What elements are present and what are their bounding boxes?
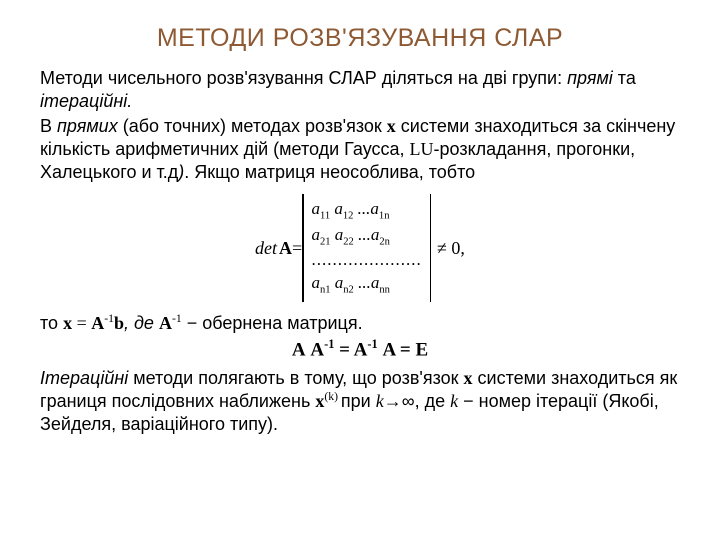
det-row: detA = a11 a12 ...a1n a21 a22 ...a2n ...… — [255, 194, 465, 302]
det-label: det — [255, 237, 277, 260]
eq-eq2: = — [395, 339, 415, 360]
p4-k2: k — [450, 391, 458, 411]
ms: 12 — [343, 211, 354, 222]
p3-x: x — [63, 313, 72, 333]
p3-d: − обернена матриця. — [182, 313, 363, 333]
m: a — [331, 273, 344, 292]
p2-a: В — [40, 116, 57, 136]
p1-iterative: ітераційні. — [40, 91, 132, 111]
eq-e: E — [415, 339, 428, 360]
p2-lu: LU — [410, 139, 434, 159]
eq-a1: A — [292, 339, 306, 360]
slide-body: Методи чисельного розв'язування СЛАР діл… — [40, 67, 680, 436]
ms: 2n — [379, 236, 390, 247]
det-neq: ≠ 0, — [437, 237, 465, 260]
p3-ainv: A — [91, 313, 104, 333]
m: a — [330, 199, 343, 218]
p2-c: (або точних) методах розв'язок — [118, 116, 387, 136]
p1-direct: прямі — [567, 68, 613, 88]
p4-supk: (k) — [324, 390, 341, 403]
eq-a4: A — [382, 339, 395, 360]
p3-a: то — [40, 313, 63, 333]
det-matrix: a11 a12 ...a1n a21 a22 ...a2n ..........… — [304, 194, 430, 302]
p2-x: x — [387, 116, 396, 136]
p3-c: , де — [124, 313, 159, 333]
p4-x2: x — [315, 391, 324, 411]
p1-text-c: та — [613, 68, 636, 88]
det-eq: = — [292, 237, 302, 260]
paragraph-3: то x = A-1b, де A-1 − обернена матриця. — [40, 312, 680, 335]
m: ...a — [354, 273, 380, 292]
eq-sup1: -1 — [324, 337, 334, 351]
matrix-row-2: a21 a22 ...a2n — [312, 224, 422, 250]
p1-text-a: Методи чисельного розв'язування СЛАР діл… — [40, 68, 567, 88]
eq-eq1: = — [334, 339, 353, 360]
ms: 11 — [320, 211, 330, 222]
p4-e: →∞, де — [384, 391, 450, 411]
p4-d: при — [341, 391, 376, 411]
p3-bvec: b — [114, 313, 124, 333]
m: ...a — [353, 199, 379, 218]
paragraph-4: Ітераційні методи полягають в тому, що р… — [40, 367, 680, 436]
p4-k: k — [376, 391, 384, 411]
p3-b: = — [72, 313, 91, 333]
paragraph-2: В прямих (або точних) методах розв'язок … — [40, 115, 680, 184]
det-bar-right — [430, 194, 431, 302]
ms: n2 — [343, 285, 354, 296]
p3-sup2: -1 — [172, 312, 182, 325]
p4-b: методи полягають в тому, що розв'язок — [128, 368, 463, 388]
eq-a2: A — [310, 339, 324, 360]
eq-sup2: -1 — [367, 337, 377, 351]
m: ...a — [354, 225, 380, 244]
slide: МЕТОДИ РОЗВ'ЯЗУВАННЯ СЛАР Методи чисельн… — [0, 0, 720, 540]
matrix-row-dots: ..................... — [312, 249, 422, 272]
determinant-formula: detA = a11 a12 ...a1n a21 a22 ...a2n ...… — [40, 194, 680, 302]
ms: nn — [379, 285, 390, 296]
ms: 1n — [379, 211, 390, 222]
m: a — [312, 225, 321, 244]
det-a: A — [279, 237, 292, 260]
m: a — [312, 199, 321, 218]
slide-title: МЕТОДИ РОЗВ'ЯЗУВАННЯ СЛАР — [40, 24, 680, 53]
m: a — [312, 273, 321, 292]
ms: 21 — [320, 236, 331, 247]
p2-direct: прямих — [57, 116, 118, 136]
ms: 22 — [343, 236, 354, 247]
paragraph-1: Методи чисельного розв'язування СЛАР діл… — [40, 67, 680, 113]
identity-equation: A A-1 = A-1 A = E — [40, 337, 680, 363]
matrix-row-1: a11 a12 ...a1n — [312, 198, 422, 224]
p4-iter: Ітераційні — [40, 368, 128, 388]
matrix-row-n: an1 an2 ...ann — [312, 272, 422, 298]
m: a — [331, 225, 344, 244]
ms: n1 — [320, 285, 331, 296]
p3-sup: -1 — [104, 312, 114, 325]
p3-a2: A — [159, 313, 172, 333]
p2-g: . Якщо матриця неособлива, тобто — [184, 162, 475, 182]
p4-x: x — [464, 368, 473, 388]
eq-a3: A — [354, 339, 368, 360]
